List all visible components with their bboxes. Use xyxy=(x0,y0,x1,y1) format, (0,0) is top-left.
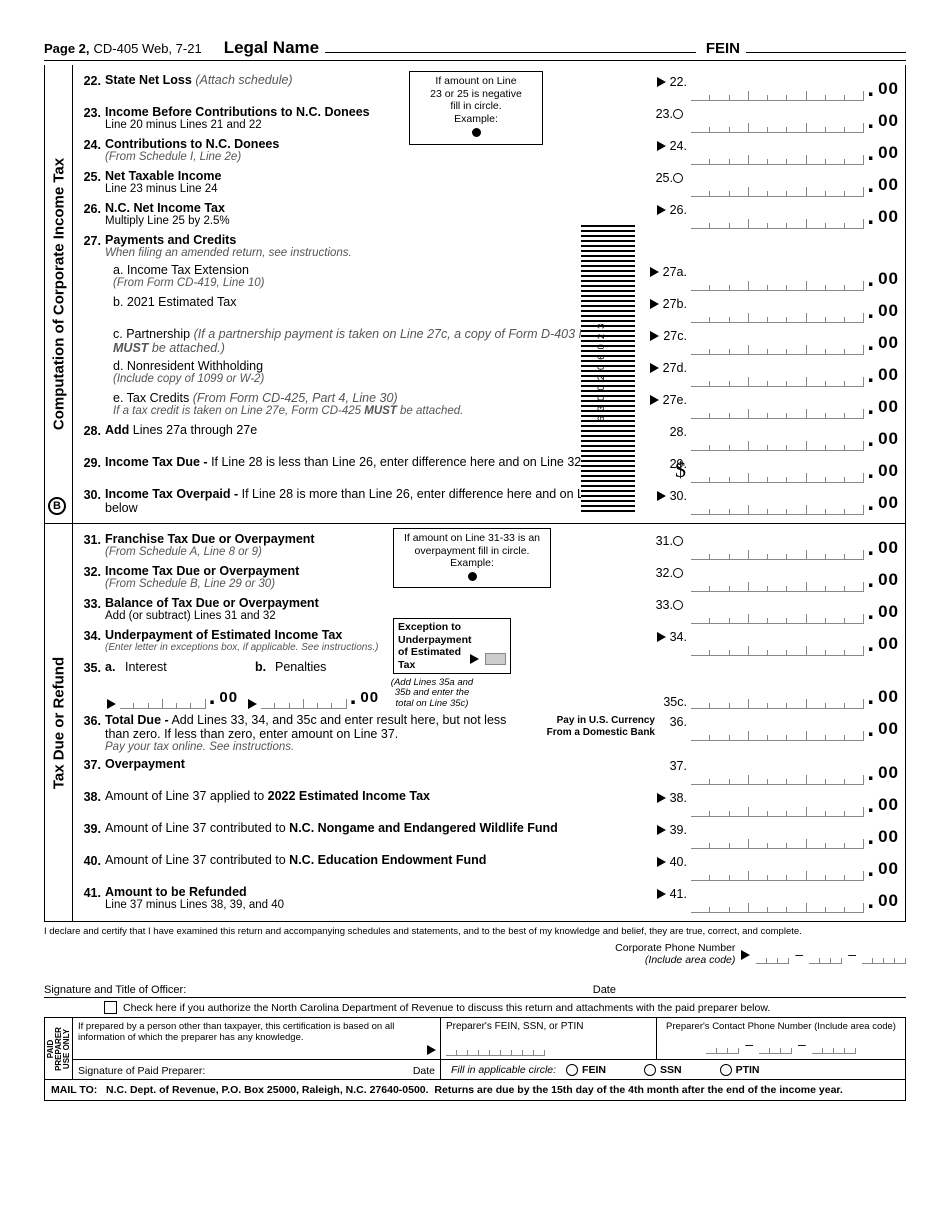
mail-to: MAIL TO: N.C. Dept. of Revenue, P.O. Box… xyxy=(44,1080,906,1101)
circle-icon[interactable] xyxy=(673,109,683,119)
section-c: Tax Due or Refund If amount on Line 31-3… xyxy=(44,524,906,922)
authorize-preparer-row: Check here if you authorize the North Ca… xyxy=(44,998,906,1018)
overpayment-note-box: If amount on Line 31-33 is an overpaymen… xyxy=(393,528,551,588)
dollar-icon: $ xyxy=(675,457,686,483)
preparer-phone-input[interactable]: – – xyxy=(662,1036,900,1054)
amount-22[interactable]: 00 xyxy=(691,73,899,101)
exception-box: Exception to Underpayment of Estimated T… xyxy=(393,618,511,674)
officer-signature-row[interactable]: Signature and Title of Officer: Date xyxy=(44,984,906,998)
section-b-badge: B xyxy=(48,497,66,515)
section-b-title: Computation of Corporate Income Tax xyxy=(50,158,67,430)
radio-ptin[interactable]: PTIN xyxy=(720,1064,760,1076)
form-id: CD-405 Web, 7-21 xyxy=(94,41,202,56)
penalties-input[interactable]: 00 xyxy=(261,689,379,709)
negative-note-box: If amount on Line 23 or 25 is negative f… xyxy=(409,71,543,145)
preparer-id-input[interactable] xyxy=(446,1038,651,1056)
paid-preparer-section: PAIDPREPARERUSE ONLY If prepared by a pe… xyxy=(44,1018,906,1080)
preparer-signature-row[interactable]: Signature of Paid Preparer:Date xyxy=(73,1060,441,1079)
fein-label: FEIN xyxy=(706,40,740,57)
barcode: 6300206023 xyxy=(571,225,651,515)
interest-input[interactable]: 00 xyxy=(120,689,238,709)
radio-ssn[interactable]: SSN xyxy=(644,1064,682,1076)
exception-input[interactable] xyxy=(485,653,506,665)
triangle-icon xyxy=(657,77,666,87)
section-b: Computation of Corporate Income Tax B If… xyxy=(44,65,906,524)
authorize-checkbox[interactable] xyxy=(104,1001,117,1014)
triangle-icon xyxy=(427,1045,436,1055)
fein-input[interactable] xyxy=(746,39,906,53)
corporate-phone-input[interactable] xyxy=(756,946,789,964)
page-header: Page 2, CD-405 Web, 7-21 Legal Name FEIN xyxy=(44,38,906,61)
corporate-phone-row: Corporate Phone Number(Include area code… xyxy=(44,943,906,966)
section-c-title: Tax Due or Refund xyxy=(50,657,67,789)
filled-circle-icon xyxy=(472,128,481,137)
page-number: Page 2, xyxy=(44,41,90,56)
pay-currency-note: Pay in U.S. CurrencyFrom a Domestic Bank xyxy=(535,713,655,739)
legal-name-label: Legal Name xyxy=(224,38,319,58)
radio-fein[interactable]: FEIN xyxy=(566,1064,606,1076)
declaration: I declare and certify that I have examin… xyxy=(44,926,906,937)
legal-name-input[interactable] xyxy=(325,39,696,53)
